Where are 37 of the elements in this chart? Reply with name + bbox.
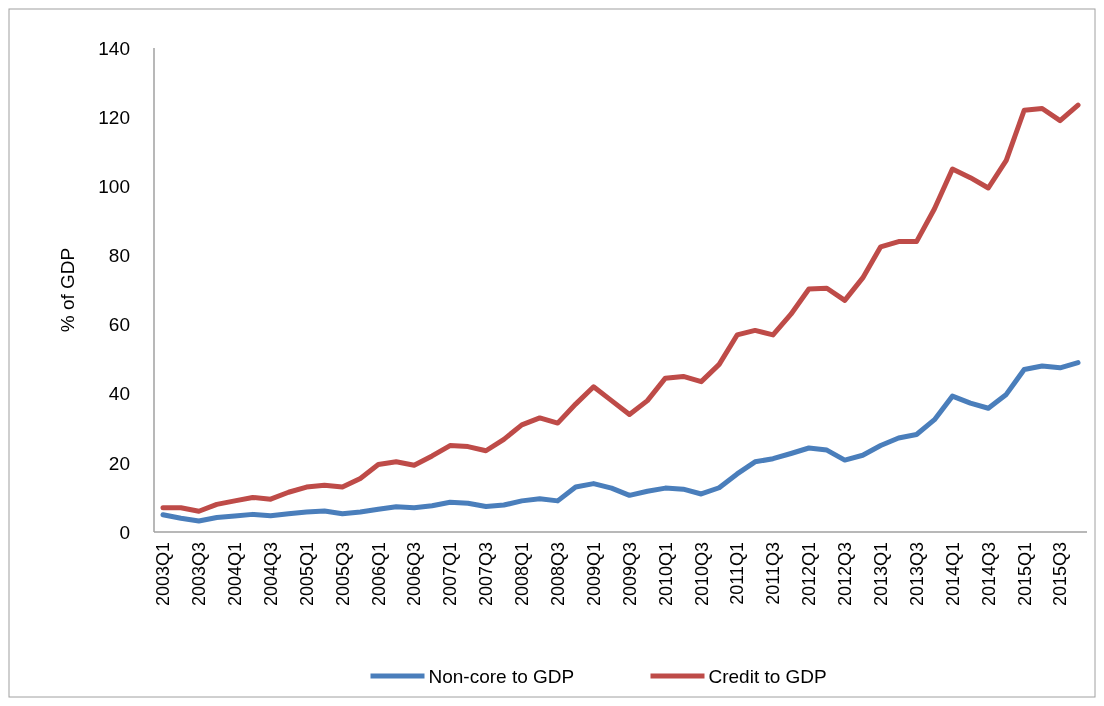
x-tick-label: 2009Q1 bbox=[583, 542, 604, 607]
y-tick-label: 100 bbox=[98, 175, 130, 197]
x-tick-label: 2007Q3 bbox=[476, 542, 497, 607]
x-tick-label: 2004Q3 bbox=[260, 542, 281, 607]
x-tick-label: 2012Q1 bbox=[799, 542, 820, 607]
y-tick-label: 80 bbox=[108, 245, 130, 267]
x-tick-label: 2015Q3 bbox=[1050, 542, 1071, 607]
x-tick-label: 2015Q1 bbox=[1014, 542, 1035, 607]
x-tick-label: 2010Q3 bbox=[691, 542, 712, 607]
y-tick-label: 60 bbox=[108, 314, 130, 336]
x-tick-label: 2003Q3 bbox=[189, 542, 210, 607]
x-tick-label: 2003Q1 bbox=[153, 542, 174, 607]
y-axis-title: % of GDP bbox=[57, 247, 78, 333]
x-tick-label: 2014Q1 bbox=[942, 542, 963, 607]
y-tick-label: 20 bbox=[108, 452, 130, 474]
x-tick-label: 2006Q3 bbox=[404, 542, 425, 607]
x-tick-label: 2012Q3 bbox=[835, 542, 856, 607]
y-tick-label: 40 bbox=[108, 383, 130, 405]
x-tick-label: 2011Q1 bbox=[727, 542, 748, 605]
x-tick-label: 2014Q3 bbox=[978, 542, 999, 607]
x-tick-label: 2010Q1 bbox=[655, 542, 676, 607]
x-tick-label: 2008Q3 bbox=[548, 542, 568, 607]
x-tick-label: 2013Q1 bbox=[870, 542, 891, 607]
x-tick-label: 2008Q1 bbox=[512, 542, 533, 607]
legend-label: Credit to GDP bbox=[708, 665, 827, 687]
x-tick-label: 2006Q1 bbox=[368, 542, 389, 607]
x-tick-label: 2005Q1 bbox=[296, 542, 317, 607]
legend-label: Non-core to GDP bbox=[428, 665, 575, 687]
y-tick-label: 140 bbox=[98, 37, 130, 59]
x-tick-label: 2005Q3 bbox=[332, 542, 353, 607]
x-tick-label: 2009Q3 bbox=[619, 542, 640, 607]
x-tick-label: 2007Q1 bbox=[440, 542, 461, 607]
x-tick-label: 2013Q3 bbox=[906, 542, 927, 607]
y-tick-label: 120 bbox=[98, 106, 130, 128]
y-tick-label: 0 bbox=[119, 521, 130, 543]
x-tick-label: 2004Q1 bbox=[225, 542, 246, 607]
x-tick-label: 2011Q3 bbox=[763, 542, 784, 605]
